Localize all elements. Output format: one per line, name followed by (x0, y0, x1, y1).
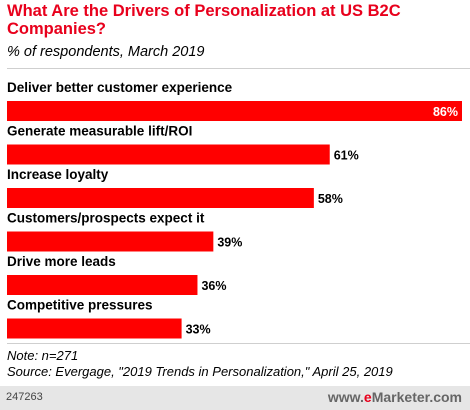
chart-title: What Are the Drivers of Personalization … (7, 2, 401, 38)
bar-chart: Deliver better customer experience 86% Gen… (7, 80, 462, 339)
bar (7, 231, 214, 252)
value-label: 86% (433, 105, 458, 119)
category-label: Generate measurable lift/ROI (7, 124, 192, 139)
brand-suffix: .com (429, 389, 462, 405)
value-label: 36% (201, 279, 226, 293)
note-text: Note: n=271 (7, 348, 79, 363)
bottom-divider (7, 343, 470, 344)
chart-subtitle: % of respondents, March 2019 (7, 44, 205, 60)
value-label: 58% (318, 192, 343, 206)
category-label: Increase loyalty (7, 167, 109, 182)
brand-name: Marketer (371, 389, 430, 405)
footer-bar: 247263 www.eMarketer.com (0, 386, 470, 410)
value-label: 61% (334, 149, 359, 163)
bar (7, 101, 462, 121)
bar (7, 188, 314, 208)
bar (7, 275, 198, 295)
bar (7, 318, 182, 339)
brand-e: e (363, 389, 372, 405)
emarketer-logo: www.eMarketer.com (328, 389, 462, 405)
brand-prefix: www. (327, 389, 364, 405)
category-label: Competitive pressures (7, 298, 153, 313)
bar (7, 144, 330, 165)
source-text: Source: Evergage, "2019 Trends in Person… (7, 364, 393, 379)
category-label: Deliver better customer experience (7, 80, 233, 95)
category-label: Customers/prospects expect it (7, 211, 205, 226)
chart-id: 247263 (6, 391, 43, 403)
top-divider (7, 68, 470, 69)
value-label: 33% (186, 323, 211, 337)
category-label: Drive more leads (7, 254, 116, 269)
value-label: 39% (217, 236, 242, 250)
